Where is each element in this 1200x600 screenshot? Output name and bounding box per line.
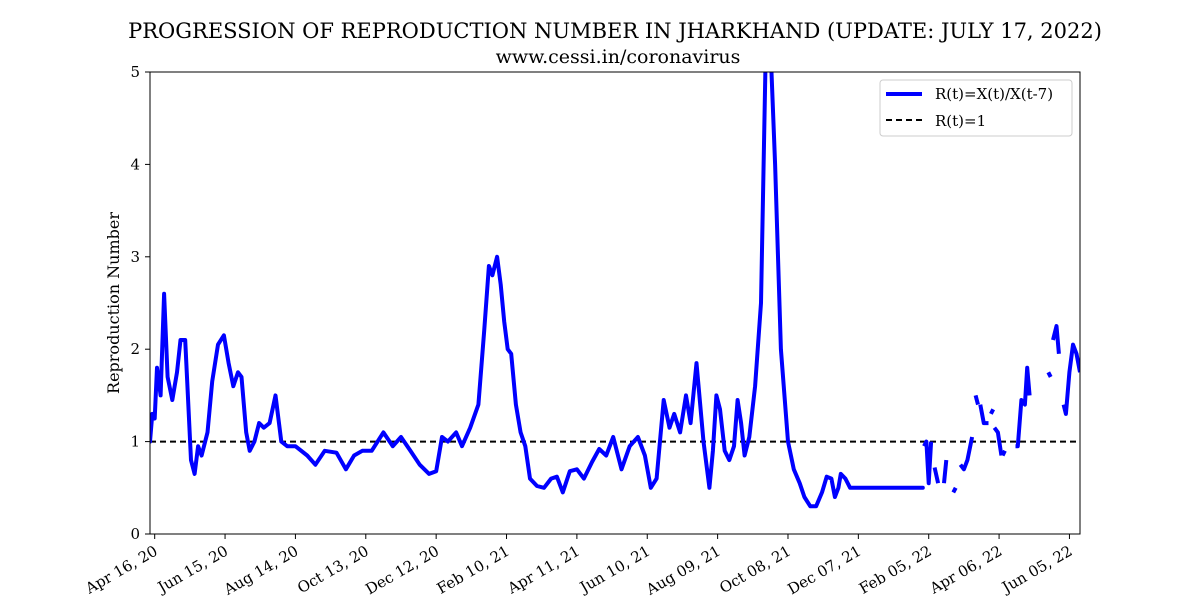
x-tick-label: Apr 11, 21 — [504, 542, 583, 598]
series-line-rt-fragment — [1046, 371, 1053, 378]
x-tick-label: Jun 05, 22 — [997, 542, 1075, 597]
series-line-rt — [150, 72, 925, 509]
x-tick-label: Dec 12, 20 — [362, 542, 442, 598]
x-tick-label: Jun 15, 20 — [153, 542, 231, 597]
y-tick-label: 2 — [130, 340, 140, 358]
x-tick-label: Aug 14, 20 — [220, 542, 301, 599]
chart-title: PROGRESSION OF REPRODUCTION NUMBER IN JH… — [128, 19, 1102, 43]
series-line-rt-fragment — [958, 436, 975, 472]
y-tick-label: 0 — [130, 525, 140, 543]
series-line-rt-fragment — [942, 459, 949, 484]
series-line-rt-fragment — [1061, 342, 1080, 416]
x-tick-label: Oct 08, 21 — [716, 542, 794, 597]
series-line-rt-fragment — [922, 439, 934, 486]
series-line-rt-fragment — [1051, 324, 1061, 354]
x-tick-label: Apr 16, 20 — [81, 542, 160, 598]
series-line-rt-fragment — [973, 394, 980, 406]
series-line-rt-fragment — [951, 486, 958, 494]
series-line-rt-fragment — [932, 467, 941, 484]
legend: R(t)=X(t)/X(t-7) R(t)=1 — [879, 79, 1073, 137]
y-tick-label: 4 — [130, 155, 140, 173]
x-tick-label: Feb 05, 22 — [856, 542, 935, 598]
chart-subtitle: www.cessi.in/coronavirus — [496, 46, 741, 68]
legend-label-r1: R(t)=1 — [935, 112, 986, 130]
series-line-rt-fragment — [992, 426, 1004, 456]
plot-frame — [149, 71, 1081, 535]
y-tick-label: 5 — [130, 63, 140, 81]
y-axis-label: Reproduction Number — [104, 212, 123, 394]
y-axis: 0 1 2 3 4 5 — [130, 63, 150, 543]
series-line-rt-fragment — [989, 408, 995, 415]
x-tick-label: Oct 13, 20 — [294, 542, 372, 597]
series-line-rt-fragment — [1000, 449, 1007, 457]
x-tick-label: Jun 10, 21 — [575, 542, 653, 597]
legend-label-rt: R(t)=X(t)/X(t-7) — [935, 85, 1053, 103]
x-tick-label: Aug 09, 21 — [642, 542, 723, 599]
x-tick-label: Apr 06, 22 — [926, 542, 1005, 598]
series-lines — [150, 72, 1080, 509]
x-tick-label: Feb 10, 21 — [434, 542, 513, 598]
y-tick-label: 3 — [130, 248, 140, 266]
series-line-rt-fragment — [978, 404, 989, 426]
x-tick-label: Dec 07, 21 — [784, 542, 864, 598]
y-tick-label: 1 — [130, 433, 140, 451]
legend-box — [879, 79, 1073, 137]
series-line-rt-fragment — [1015, 365, 1032, 449]
